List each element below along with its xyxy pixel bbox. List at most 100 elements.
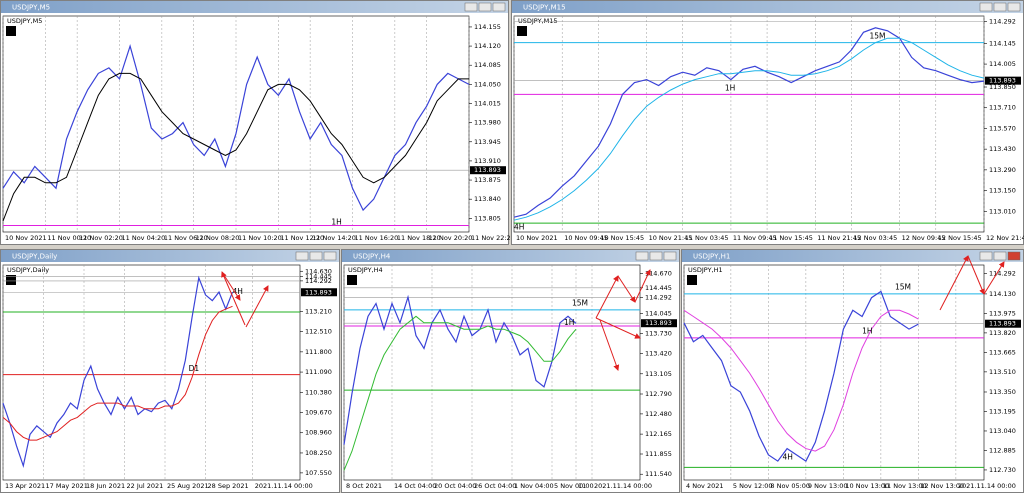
window-close-button[interactable] bbox=[1007, 2, 1021, 12]
window-close-button[interactable] bbox=[663, 251, 677, 261]
x-tick-label: 13 Apr 2021 bbox=[5, 482, 45, 490]
symbol-label: USDJPY,Daily bbox=[7, 266, 49, 274]
window-close-button[interactable] bbox=[1007, 251, 1021, 261]
annotation: 15M bbox=[572, 299, 588, 308]
y-tick-label: 113.840 bbox=[474, 195, 501, 203]
price-line bbox=[513, 27, 985, 218]
y-tick-label: 114.045 bbox=[645, 309, 672, 317]
price-label: 113.893 bbox=[989, 77, 1016, 85]
price-line bbox=[2, 44, 470, 212]
projection-arrow bbox=[595, 317, 641, 339]
y-tick-label: 114.292 bbox=[989, 270, 1016, 278]
x-tick-label: 12 Nov 09:45 bbox=[902, 234, 946, 242]
x-tick-label: 2021.11.14 00:00 bbox=[255, 482, 313, 490]
y-tick-label: 114.630 bbox=[305, 267, 332, 275]
x-tick-label: 11 Nov 15:45 bbox=[769, 234, 813, 242]
y-tick-label: 113.710 bbox=[989, 104, 1016, 112]
x-tick-label: 10 Nov 21:45 bbox=[649, 234, 693, 242]
y-tick-label: 113.665 bbox=[989, 348, 1016, 356]
x-tick-label: 11 Nov 22:20 bbox=[471, 234, 515, 242]
window-close-button[interactable] bbox=[492, 2, 506, 12]
y-tick-label: 113.430 bbox=[989, 145, 1016, 153]
window-max-button[interactable] bbox=[649, 251, 663, 261]
y-tick-label: 112.165 bbox=[645, 430, 672, 438]
x-tick-label: 11 Nov 03:45 bbox=[685, 234, 729, 242]
annotation: 15M bbox=[895, 283, 911, 292]
y-tick-label: 114.292 bbox=[989, 18, 1016, 26]
moving-average bbox=[683, 309, 919, 452]
price-box bbox=[985, 76, 1021, 85]
y-tick-label: 111.540 bbox=[645, 470, 672, 478]
y-tick-label: 114.155 bbox=[474, 23, 501, 31]
symbol-label: USDJPY,H4 bbox=[348, 266, 383, 274]
x-tick-label: 22 Jul 2021 bbox=[127, 482, 164, 490]
window-close-button[interactable] bbox=[323, 251, 337, 261]
window-title: USDJPY,H4 bbox=[353, 253, 391, 261]
x-tick-label: 11 Nov 08:20 bbox=[196, 234, 240, 242]
y-tick-label: 113.805 bbox=[474, 214, 501, 222]
x-tick-label: 11 Nov 18:20 bbox=[397, 234, 441, 242]
price-box bbox=[641, 319, 677, 328]
x-tick-label: 11 Nov 12:20 bbox=[280, 234, 324, 242]
y-tick-label: 114.445 bbox=[305, 273, 332, 281]
price-line bbox=[683, 290, 919, 462]
x-tick-label: 12 Nov 15:45 bbox=[938, 234, 982, 242]
y-tick-label: 113.105 bbox=[645, 370, 672, 378]
x-tick-label: 10 Nov 15:45 bbox=[600, 234, 644, 242]
y-tick-label: 114.292 bbox=[305, 277, 332, 285]
window-title: USDJPY,H1 bbox=[693, 253, 730, 261]
y-tick-label: 109.670 bbox=[305, 409, 332, 417]
y-tick-label: 114.130 bbox=[989, 290, 1016, 298]
x-tick-label: 14 Oct 04:00 bbox=[394, 482, 436, 490]
x-tick-label: 10 Nov 09:45 bbox=[564, 234, 608, 242]
window-min-button[interactable] bbox=[464, 2, 478, 12]
title-bar bbox=[1, 1, 508, 13]
x-tick-label: 11 Nov 10:20 bbox=[238, 234, 282, 242]
x-tick-label: 4 Nov 2021 bbox=[686, 482, 724, 490]
moving-average bbox=[513, 37, 985, 221]
window-min-button[interactable] bbox=[979, 2, 993, 12]
x-tick-label: 26 Oct 04:00 bbox=[474, 482, 516, 490]
annotation: D1 bbox=[189, 364, 200, 373]
x-tick-label: 11 Nov 14:20 bbox=[312, 234, 356, 242]
y-tick-label: 113.010 bbox=[989, 207, 1016, 215]
y-tick-label: 113.980 bbox=[474, 119, 501, 127]
window-max-button[interactable] bbox=[478, 2, 492, 12]
one-click-box bbox=[687, 275, 697, 285]
y-tick-label: 114.445 bbox=[645, 284, 672, 292]
title-bar bbox=[1, 250, 339, 262]
window-max-button[interactable] bbox=[993, 251, 1007, 261]
x-tick-label: 12 Nov 21:45 bbox=[986, 234, 1024, 242]
title-bar bbox=[512, 1, 1023, 13]
window-min-button[interactable] bbox=[979, 251, 993, 261]
y-tick-label: 111.800 bbox=[305, 348, 332, 356]
y-tick-label: 114.292 bbox=[645, 294, 672, 302]
x-tick-label: 8 Nov 05:00 bbox=[770, 482, 810, 490]
x-tick-label: 10 Nov 13:00 bbox=[845, 482, 889, 490]
window-min-button[interactable] bbox=[295, 251, 309, 261]
projection-arrow bbox=[967, 255, 985, 295]
projection-arrow bbox=[245, 285, 269, 328]
window-max-button[interactable] bbox=[309, 251, 323, 261]
x-tick-label: 1 Nov 04:00 bbox=[514, 482, 554, 490]
x-tick-label: 10 Nov 2021 bbox=[516, 234, 558, 242]
window-max-button[interactable] bbox=[993, 2, 1007, 12]
annotation: 1H bbox=[862, 327, 872, 336]
y-tick-label: 112.730 bbox=[989, 466, 1016, 474]
window-min-button[interactable] bbox=[635, 251, 649, 261]
symbol-label: USDJPY,H1 bbox=[688, 266, 723, 274]
y-tick-label: 113.850 bbox=[989, 83, 1016, 91]
y-tick-label: 114.015 bbox=[474, 99, 501, 107]
y-tick-label: 112.480 bbox=[645, 410, 672, 418]
y-tick-label: 113.420 bbox=[645, 350, 672, 358]
x-tick-label: 8 Oct 2021 bbox=[346, 482, 382, 490]
y-tick-label: 113.945 bbox=[474, 138, 501, 146]
price-box bbox=[301, 288, 337, 297]
projection-arrow bbox=[939, 255, 969, 311]
x-tick-label: 11 Nov 20:20 bbox=[429, 234, 473, 242]
annotation: 15M bbox=[870, 32, 886, 41]
x-tick-label: 12 Nov 13:00 bbox=[920, 482, 964, 490]
x-tick-label: 28 Sep 2021 bbox=[208, 482, 249, 490]
y-tick-label: 113.510 bbox=[989, 368, 1016, 376]
